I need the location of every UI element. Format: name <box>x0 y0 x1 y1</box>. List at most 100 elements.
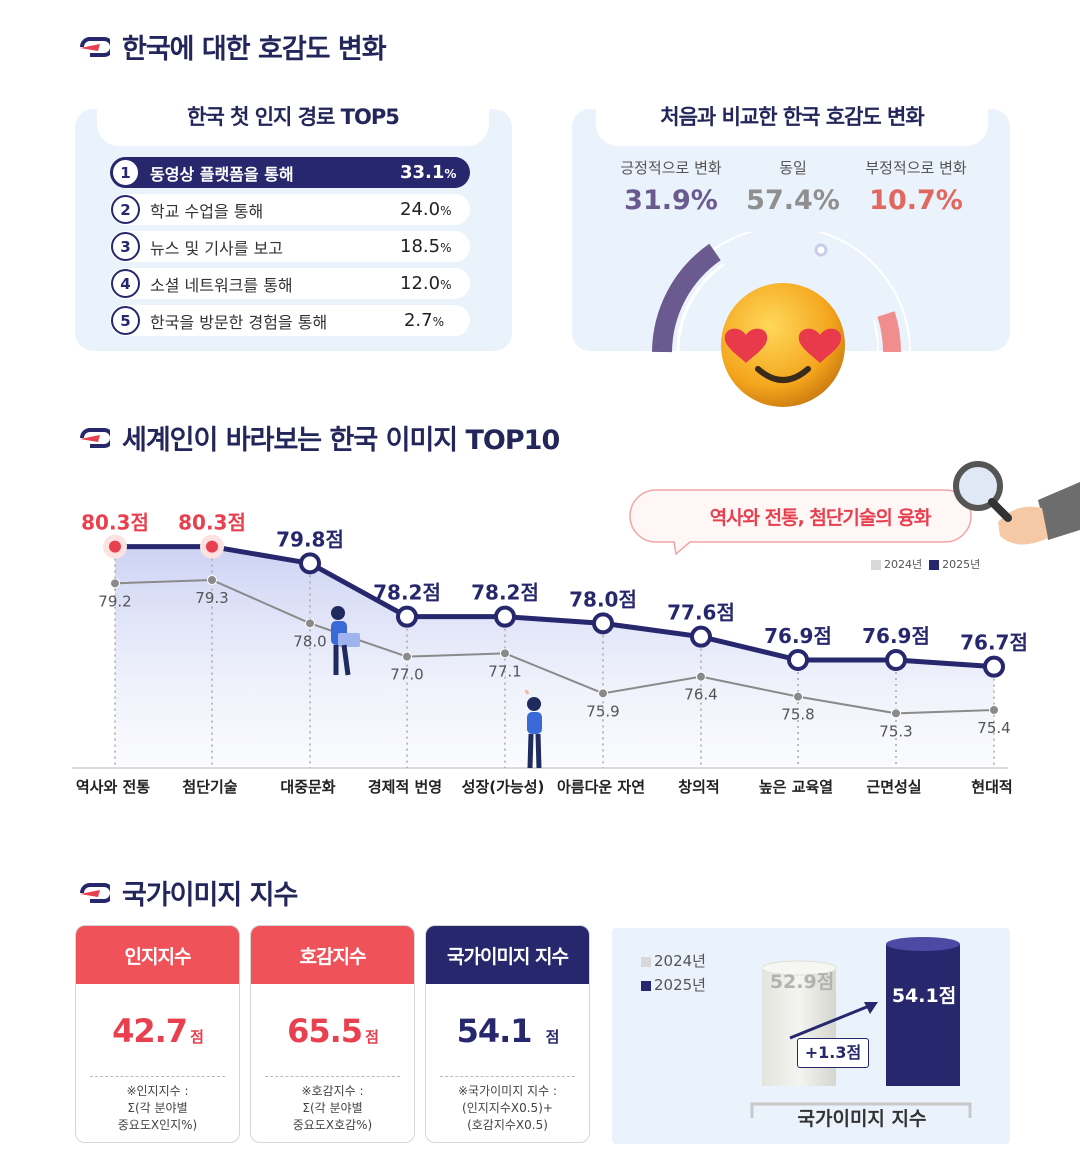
legend-swatch-2024 <box>871 560 881 570</box>
card-value: 42.7 점 <box>112 1012 204 1050</box>
rank-number: 3 <box>111 232 140 261</box>
point-2024 <box>500 648 510 659</box>
x-tick-label: 성장(가능성) <box>462 778 545 796</box>
rank-label: 소셜 네트워크를 통해 <box>150 275 293 295</box>
compare-2025-label: 54.1점 <box>891 985 957 1007</box>
section1-header: 한국에 대한 호감도 변화 <box>78 27 387 66</box>
top10-line-chart: 역사와 전통 첨단기술 대중문화 경제적 번영 성장(가능성) 아름다운 자연 창의적 높은 … <box>72 511 1028 796</box>
rank-value: 12.0% <box>400 273 452 294</box>
compare-delta-badge: +1.3점 <box>797 1038 869 1068</box>
negative-value: 10.7% <box>869 185 963 216</box>
rank-number: 4 <box>111 269 140 298</box>
point-2024 <box>110 578 120 589</box>
sentiment-gauge <box>652 232 911 407</box>
callout-text: 역사와 전통, 첨단기술의 융화 <box>709 507 932 529</box>
point-2025 <box>494 605 516 628</box>
card-note: ※인지지수 : Σ(각 분야별 중요도X인지%) <box>117 1084 198 1132</box>
x-tick-label: 근면성실 <box>866 778 921 796</box>
data-label-2024: 75.4 <box>977 719 1010 737</box>
data-label-2024: 79.2 <box>98 592 131 610</box>
data-label-2025: 76.7점 <box>960 631 1028 655</box>
national-image-index-card: 국가이미지 지수 54.1 점 ※국가이미지 지수 : (인지지수X0.5)+ (호감… <box>425 925 590 1143</box>
compare-legend: 2024년 2025년 <box>641 949 706 997</box>
same-label: 동일 <box>779 159 807 177</box>
bar-2025 <box>886 944 960 1086</box>
rank-number: 2 <box>111 195 140 224</box>
series-line-2025 <box>115 544 995 670</box>
top5-item: 1 동영상 플랫폼을 통해 33.1% <box>110 157 470 188</box>
card-value: 54.1 점 <box>456 1012 560 1050</box>
compare-caption: 국가이미지 지수 <box>797 1108 927 1130</box>
chart-legend: 2024년 2025년 <box>871 556 980 572</box>
rank-label: 뉴스 및 기사를 보고 <box>150 238 284 258</box>
section3-title: 국가이미지 지수 <box>122 880 298 911</box>
data-label-2024: 75.8 <box>781 706 814 724</box>
person-laptop-illustration <box>331 606 360 676</box>
magnifier-hand-icon <box>953 461 1080 545</box>
point-2025 <box>885 649 907 671</box>
rank-value: 2.7% <box>403 310 444 331</box>
x-tick-label: 현대적 <box>971 778 1012 796</box>
rank-label: 동영상 플랫폼을 통해 <box>150 164 294 184</box>
compare-2024-label: 52.9점 <box>769 971 835 993</box>
data-label-2024: 78.0 <box>293 632 326 650</box>
favorability-index-card: 호감지수 65.5 점 ※호감지수 : Σ(각 분야별 중요도X호감%) <box>250 925 415 1143</box>
card-title: 인지지수 <box>76 926 239 984</box>
person-standing-illustration <box>524 690 542 769</box>
card-value: 65.5 점 <box>287 1012 379 1050</box>
point-2025 <box>787 649 809 671</box>
compare-legend-2025: 2025년 <box>654 976 706 994</box>
point-2025 <box>206 540 218 553</box>
top5-title: 한국 첫 인지 경로 TOP5 <box>97 92 489 146</box>
top5-item: 3 뉴스 및 기사를 보고 18.5% <box>110 231 470 262</box>
compare-legend-2024: 2024년 <box>654 952 706 970</box>
increase-arrow-head <box>864 1002 878 1014</box>
area-fill-2025 <box>115 546 994 765</box>
data-label-2024: 77.0 <box>390 666 423 684</box>
data-label-2025: 80.3점 <box>178 511 246 535</box>
change-title: 처음과 비교한 한국 호감도 변화 <box>596 92 988 146</box>
point-2024 <box>207 575 217 585</box>
point-2025 <box>299 552 321 575</box>
point-2024 <box>989 705 999 715</box>
data-label-2025: 76.9점 <box>764 624 832 648</box>
point-2024 <box>305 618 315 629</box>
x-tick-label: 역사와 전통 <box>76 778 150 796</box>
section3-header: 국가이미지 지수 <box>78 873 298 912</box>
section1-title: 한국에 대한 호감도 변화 <box>122 34 387 65</box>
rank-value: 33.1% <box>400 162 457 183</box>
positive-arc <box>652 243 721 353</box>
data-label-2025: 79.8점 <box>276 527 344 551</box>
legend-swatch-2025 <box>929 560 940 570</box>
brand-logo-icon <box>80 882 110 903</box>
data-label-2024: 76.4 <box>684 686 717 704</box>
card-note: ※호감지수 : Σ(각 분야별 중요도X호감%) <box>292 1084 373 1132</box>
x-tick-label: 경제적 번영 <box>368 778 442 796</box>
data-label-2024: 79.3 <box>195 589 228 607</box>
legend-2024: 2024년 <box>884 558 923 571</box>
x-tick-label: 높은 교육열 <box>759 778 833 796</box>
gauge-marker <box>814 243 828 257</box>
brand-logo-icon <box>80 36 110 57</box>
compare-bracket <box>750 1102 972 1118</box>
negative-arc <box>877 311 902 353</box>
card-title: 국가이미지 지수 <box>426 926 589 984</box>
point-2024 <box>402 651 412 662</box>
rank-label: 한국을 방문한 경험을 통해 <box>150 312 328 332</box>
top5-item: 2 학교 수업을 통해 24.0% <box>110 194 470 225</box>
data-label-2025: 80.3점 <box>81 511 149 535</box>
data-label-2024: 75.9 <box>586 702 619 720</box>
top5-item: 4 소셜 네트워크를 통해 12.0% <box>110 268 470 299</box>
data-label-2025: 78.2점 <box>471 581 539 605</box>
card-title: 호감지수 <box>251 926 414 984</box>
legend-2025: 2025년 <box>942 558 981 571</box>
point-2024 <box>696 671 706 682</box>
rank-value: 24.0% <box>400 199 452 220</box>
positive-label: 긍정적으로 변화 <box>620 159 722 177</box>
rank-label: 학교 수업을 통해 <box>150 201 264 221</box>
rank-number: 5 <box>111 306 140 335</box>
heart-eyes-emoji-icon <box>721 283 845 407</box>
card-note: ※국가이미지 지수 : (인지지수X0.5)+ (호감지수X0.5) <box>457 1084 557 1132</box>
increase-arrow <box>789 1002 875 1040</box>
data-label-2024: 75.3 <box>879 722 912 740</box>
